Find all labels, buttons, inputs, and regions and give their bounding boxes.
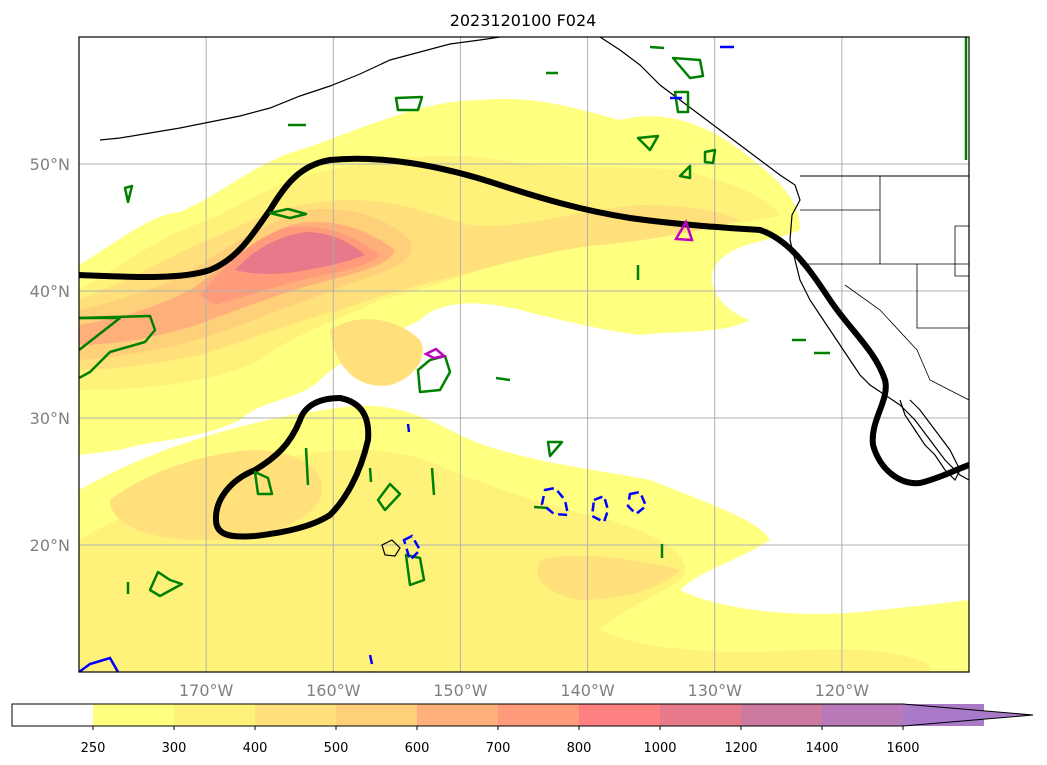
latitude-label: 40°N <box>30 282 70 301</box>
latitude-label: 20°N <box>30 536 70 555</box>
latitude-label: 30°N <box>30 409 70 428</box>
colorbar-label: 300 <box>162 741 187 756</box>
colorbar-segment <box>579 704 660 726</box>
colorbar-segment <box>93 704 174 726</box>
longitude-label: 140°W <box>560 681 615 700</box>
colorbar-segment <box>498 704 579 726</box>
colorbar-segment <box>12 704 93 726</box>
colorbar-label: 700 <box>486 741 511 756</box>
colorbar-segment <box>336 704 417 726</box>
colorbar-segment <box>741 704 822 726</box>
colorbar-segment <box>417 704 498 726</box>
green-contour <box>370 468 371 482</box>
colorbar-segment <box>255 704 336 726</box>
colorbar-label: 500 <box>324 741 349 756</box>
blue-contour <box>408 424 409 432</box>
longitude-labels: 170°W 160°W 150°W 140°W 130°W 120°W <box>179 681 869 700</box>
longitude-label: 130°W <box>688 681 743 700</box>
colorbar-label: 1000 <box>643 741 676 756</box>
latitude-labels: 50°N 40°N 30°N 20°N <box>30 155 70 555</box>
colorbar-label: 600 <box>405 741 430 756</box>
colorbar-segment <box>822 704 903 726</box>
latitude-label: 50°N <box>30 155 70 174</box>
map-panel <box>79 37 969 672</box>
colorbar-label: 400 <box>243 741 268 756</box>
colorbar-label: 1200 <box>724 741 757 756</box>
longitude-label: 120°W <box>815 681 870 700</box>
colorbar-label: 1400 <box>805 741 838 756</box>
longitude-label: 160°W <box>306 681 361 700</box>
colorbar-label: 1600 <box>886 741 919 756</box>
longitude-label: 170°W <box>179 681 234 700</box>
longitude-label: 150°W <box>433 681 488 700</box>
colorbar-label: 250 <box>81 741 106 756</box>
colorbar-label: 800 <box>567 741 592 756</box>
colorbar-segment <box>660 704 741 726</box>
map-title: 2023120100 F024 <box>450 11 597 30</box>
green-contour <box>650 47 664 48</box>
green-contour <box>534 507 548 508</box>
colorbar: 250 300 400 500 600 700 800 1000 1200 1400 1600 <box>12 704 1033 756</box>
colorbar-segment <box>174 704 255 726</box>
